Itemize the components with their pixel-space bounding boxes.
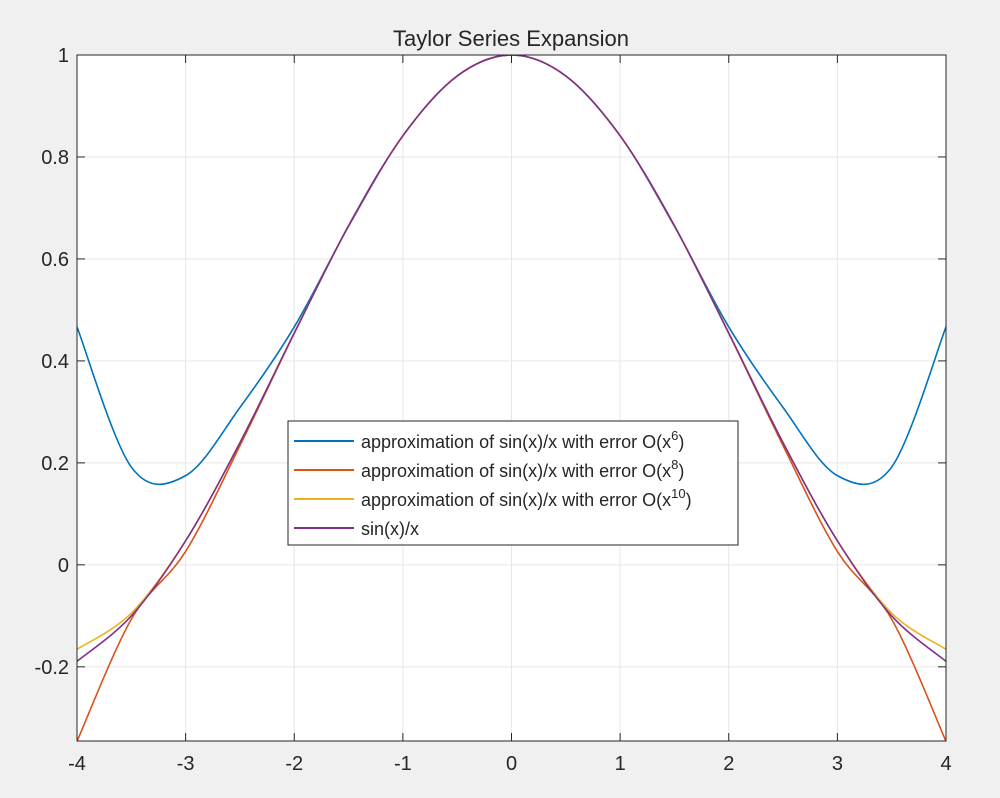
legend-text-prefix: approximation of sin(x)/x with error O(x (361, 490, 671, 510)
x-tick-label: 2 (723, 753, 734, 775)
y-tick-label: 0.4 (41, 351, 69, 373)
legend-label-3: approximation of sin(x)/x with error O(x… (361, 486, 692, 510)
legend-label-4: sin(x)/x (361, 519, 419, 539)
series-line-1 (77, 55, 946, 486)
legend-text-suffix: ) (686, 490, 692, 510)
y-tick-label: 0.6 (41, 249, 69, 271)
chart-title: Taylor Series Expansion (393, 26, 629, 51)
x-tick-label: 4 (940, 753, 951, 775)
series-line-4 (77, 55, 946, 662)
legend-text-sup: 6 (671, 428, 678, 443)
y-tick-label: 0 (58, 555, 69, 577)
legend-text-suffix: ) (678, 432, 684, 452)
x-tick-labels: -4 -3 -2 -1 0 1 2 3 4 (68, 753, 951, 775)
x-tick-label: -3 (177, 753, 195, 775)
x-tick-label: 1 (615, 753, 626, 775)
y-tick-label: 0.8 (41, 147, 69, 169)
y-tick-labels: -0.2 0 0.2 0.4 0.6 0.8 1 (35, 45, 69, 679)
legend-text-sup: 8 (671, 457, 678, 472)
legend-text-sup: 10 (671, 486, 685, 501)
x-tick-label: 3 (832, 753, 843, 775)
legend-text-prefix: sin(x)/x (361, 519, 419, 539)
legend-text-suffix: ) (678, 461, 684, 481)
x-tick-label: 0 (506, 753, 517, 775)
legend-label-1: approximation of sin(x)/x with error O(x… (361, 428, 684, 452)
y-tick-label: 0.2 (41, 453, 69, 475)
legend-text-prefix: approximation of sin(x)/x with error O(x (361, 432, 671, 452)
series-line-2 (77, 55, 946, 741)
series-layer (77, 55, 946, 741)
y-tick-label: 1 (58, 45, 69, 67)
ticks (76, 54, 947, 741)
legend-label-2: approximation of sin(x)/x with error O(x… (361, 457, 684, 481)
x-tick-label: -1 (394, 753, 412, 775)
y-tick-label: -0.2 (35, 657, 69, 679)
x-tick-label: -2 (285, 753, 303, 775)
legend[interactable]: approximation of sin(x)/x with error O(x… (287, 420, 739, 546)
legend-text-prefix: approximation of sin(x)/x with error O(x (361, 461, 671, 481)
x-tick-label: -4 (68, 753, 86, 775)
legend-box (287, 420, 739, 546)
